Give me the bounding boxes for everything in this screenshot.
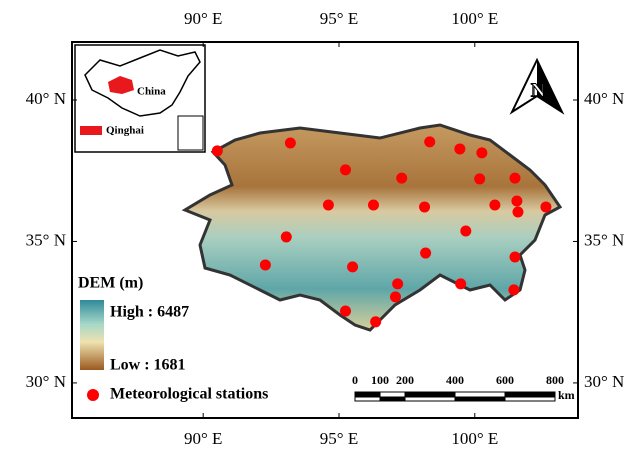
scale-tick-label: 100 bbox=[371, 373, 389, 387]
inset-islands-box bbox=[178, 116, 203, 150]
lon-tick-label: 90° E bbox=[184, 9, 222, 28]
station bbox=[454, 143, 465, 154]
scale-segment bbox=[505, 392, 555, 397]
dem-low-label: Low : 1681 bbox=[110, 357, 186, 374]
scale-segment bbox=[355, 397, 380, 401]
scale-tick-label: 400 bbox=[446, 373, 464, 387]
scale-tick-label: 600 bbox=[496, 373, 514, 387]
lat-tick-label: 40° N bbox=[584, 89, 624, 108]
lat-tick-label: 35° N bbox=[584, 230, 624, 249]
scale-unit: km bbox=[558, 388, 575, 402]
scale-segment bbox=[405, 397, 455, 401]
station bbox=[474, 173, 485, 184]
station bbox=[323, 199, 334, 210]
scale-tick-label: 800 bbox=[546, 373, 564, 387]
lon-tick-label: 95° E bbox=[320, 429, 358, 448]
station bbox=[281, 231, 292, 242]
station bbox=[540, 201, 551, 212]
station bbox=[512, 207, 523, 218]
north-label: N bbox=[531, 80, 546, 102]
inset-region-label: Qinghai bbox=[106, 125, 144, 137]
scale-segment bbox=[455, 392, 505, 397]
station bbox=[460, 225, 471, 236]
dem-color-bar bbox=[80, 300, 104, 370]
station bbox=[420, 248, 431, 259]
lon-tick-label: 100° E bbox=[451, 429, 498, 448]
station bbox=[511, 196, 522, 207]
station-legend-marker bbox=[87, 389, 99, 401]
station bbox=[489, 199, 500, 210]
lon-tick-label: 100° E bbox=[451, 9, 498, 28]
station bbox=[340, 306, 351, 317]
station bbox=[285, 138, 296, 149]
station bbox=[212, 145, 223, 156]
lon-tick-label: 90° E bbox=[184, 429, 222, 448]
station bbox=[509, 173, 520, 184]
station bbox=[419, 201, 430, 212]
dem-legend-title: DEM (m) bbox=[78, 275, 143, 292]
inset-map: China Qinghai bbox=[75, 45, 205, 152]
station bbox=[509, 252, 520, 263]
scale-segment bbox=[380, 397, 405, 401]
station bbox=[260, 259, 271, 270]
station bbox=[392, 278, 403, 289]
station bbox=[370, 316, 381, 327]
station bbox=[347, 261, 358, 272]
station bbox=[508, 284, 519, 295]
lat-tick-label: 30° N bbox=[26, 372, 66, 391]
station bbox=[476, 147, 487, 158]
lat-tick-label: 30° N bbox=[584, 372, 624, 391]
station bbox=[396, 173, 407, 184]
station bbox=[455, 278, 466, 289]
scale-segment bbox=[505, 397, 555, 401]
scale-tick-label: 200 bbox=[396, 373, 414, 387]
scale-segment bbox=[355, 392, 380, 397]
station-legend-label: Meteorological stations bbox=[110, 386, 268, 403]
lat-tick-label: 40° N bbox=[26, 89, 66, 108]
inset-country-label: China bbox=[137, 86, 166, 98]
dem-high-label: High : 6487 bbox=[110, 304, 189, 321]
scale-segment bbox=[455, 397, 505, 401]
scale-segment bbox=[405, 392, 455, 397]
lon-tick-label: 95° E bbox=[320, 9, 358, 28]
lat-tick-label: 35° N bbox=[26, 230, 66, 249]
map-figure: China Qinghai N DEM (m) High : 6487 Low … bbox=[0, 0, 644, 450]
scale-segment bbox=[380, 392, 405, 397]
station bbox=[424, 136, 435, 147]
scale-tick-label: 0 bbox=[352, 373, 358, 387]
station bbox=[390, 291, 401, 302]
station bbox=[368, 199, 379, 210]
station bbox=[340, 164, 351, 175]
inset-legend-swatch bbox=[80, 126, 102, 135]
